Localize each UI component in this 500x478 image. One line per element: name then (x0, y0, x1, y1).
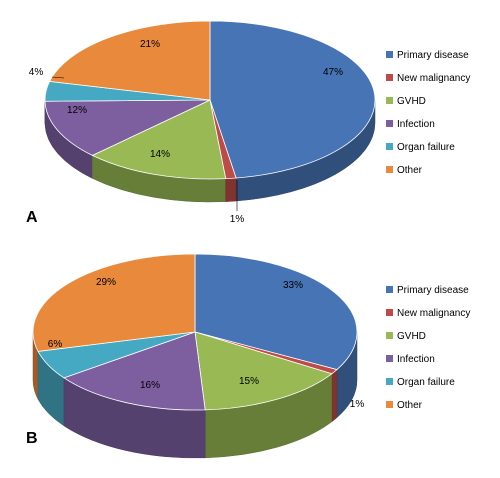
pie-slice-infection (44, 99, 211, 156)
data-label-primary-disease: 33% (283, 280, 303, 291)
data-label-other: 29% (96, 277, 116, 288)
legend-label-new-malignancy: New malignancy (397, 308, 470, 319)
data-label-organ-failure: 4% (29, 67, 44, 78)
legend-swatch-new-malignancy (386, 74, 393, 81)
legend-label-infection: Infection (397, 119, 435, 130)
panel-label: B (26, 430, 38, 447)
pie-side-new-malignancy (331, 369, 338, 423)
legend-swatch-infection (386, 120, 393, 127)
data-label-organ-failure: 6% (48, 339, 63, 350)
pie-slice-primary-disease (194, 253, 358, 371)
legend-label-organ-failure: Organ failure (397, 142, 455, 153)
data-label-infection: 16% (140, 380, 160, 391)
legend-label-other: Other (397, 165, 423, 176)
pie-slice-primary-disease (209, 20, 376, 179)
legend-label-other: Other (397, 400, 423, 411)
legend: Primary disease New malignancy GVHD Infecti… (386, 50, 470, 176)
pie-slice-gvhd (91, 99, 227, 180)
legend-swatch-primary-disease (386, 51, 393, 58)
legend-label-primary-disease: Primary disease (397, 50, 469, 61)
pie-panel-a: 47% 1% 14% 12% 4% 21% Primary disease New malig… (26, 20, 470, 226)
legend-swatch-organ-failure (386, 378, 393, 385)
legend-label-gvhd: GVHD (397, 331, 426, 342)
data-label-other: 21% (140, 39, 160, 50)
pie-slice-infection (63, 331, 206, 411)
legend-swatch-other (386, 166, 393, 173)
legend-swatch-other (386, 401, 393, 408)
legend-swatch-infection (386, 355, 393, 362)
leader-line-organ-failure (51, 76, 65, 79)
data-label-infection: 12% (67, 105, 87, 116)
legend-swatch-gvhd (386, 97, 393, 104)
pie-side-new-malignancy (225, 177, 237, 202)
legend-label-organ-failure: Organ failure (397, 377, 455, 388)
data-label-new-malignancy: 1% (350, 399, 365, 410)
pie-panel-b: 33% 1% 15% 16% 6% 29% Primary disease New malig… (26, 253, 470, 459)
pie-slice-other (49, 20, 211, 101)
legend-label-infection: Infection (397, 354, 435, 365)
legend-label-primary-disease: Primary disease (397, 285, 469, 296)
pie-slice-other (32, 253, 196, 352)
data-label-gvhd: 14% (150, 149, 170, 160)
legend-swatch-new-malignancy (386, 309, 393, 316)
pie-slice-gvhd (194, 331, 333, 411)
data-label-gvhd: 15% (239, 376, 259, 387)
panel-label: A (26, 209, 38, 226)
data-label-primary-disease: 47% (323, 67, 343, 78)
legend: Primary disease New malignancy GVHD Infecti… (386, 285, 470, 411)
data-label-new-malignancy: 1% (230, 214, 245, 225)
legend-swatch-organ-failure (386, 143, 393, 150)
legend-swatch-gvhd (386, 332, 393, 339)
legend-swatch-primary-disease (386, 286, 393, 293)
legend-label-new-malignancy: New malignancy (397, 73, 470, 84)
legend-label-gvhd: GVHD (397, 96, 426, 107)
